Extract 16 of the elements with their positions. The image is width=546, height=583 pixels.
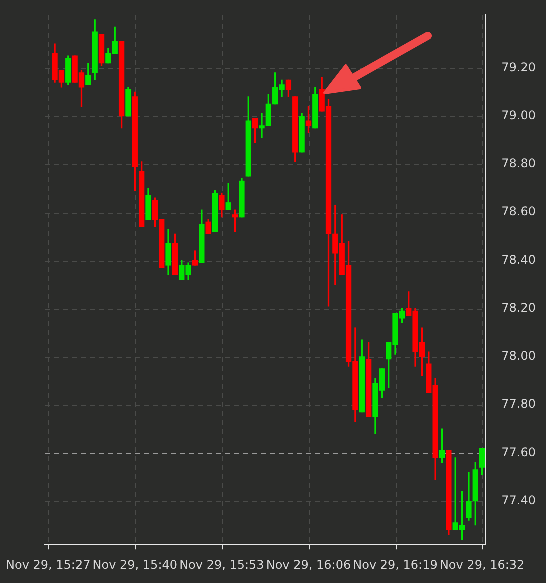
y-tick-label: 78.00 xyxy=(502,349,536,364)
y-tick-label: 79.00 xyxy=(502,108,536,122)
x-tick-label: Nov 29, 16:32 xyxy=(440,558,525,572)
y-tick-label: 77.80 xyxy=(502,397,536,412)
y-tick-label: 78.80 xyxy=(502,156,536,171)
y-tick-label: 78.60 xyxy=(502,204,536,219)
x-tick-label: Nov 29, 16:19 xyxy=(353,558,438,572)
y-tick-label: 77.60 xyxy=(502,445,536,460)
y-tick-label: 78.20 xyxy=(502,300,536,315)
y-tick-label: 79.20 xyxy=(502,60,536,74)
x-tick-label: Nov 29, 16:06 xyxy=(266,558,352,572)
x-tick-label: Nov 29, 15:40 xyxy=(92,558,178,572)
x-tick-label: Nov 29, 15:53 xyxy=(180,558,264,572)
y-tick-label: 78.40 xyxy=(502,252,536,267)
x-tick-label: Nov 29, 15:27 xyxy=(6,558,91,572)
y-tick-label: 77.40 xyxy=(502,493,536,508)
